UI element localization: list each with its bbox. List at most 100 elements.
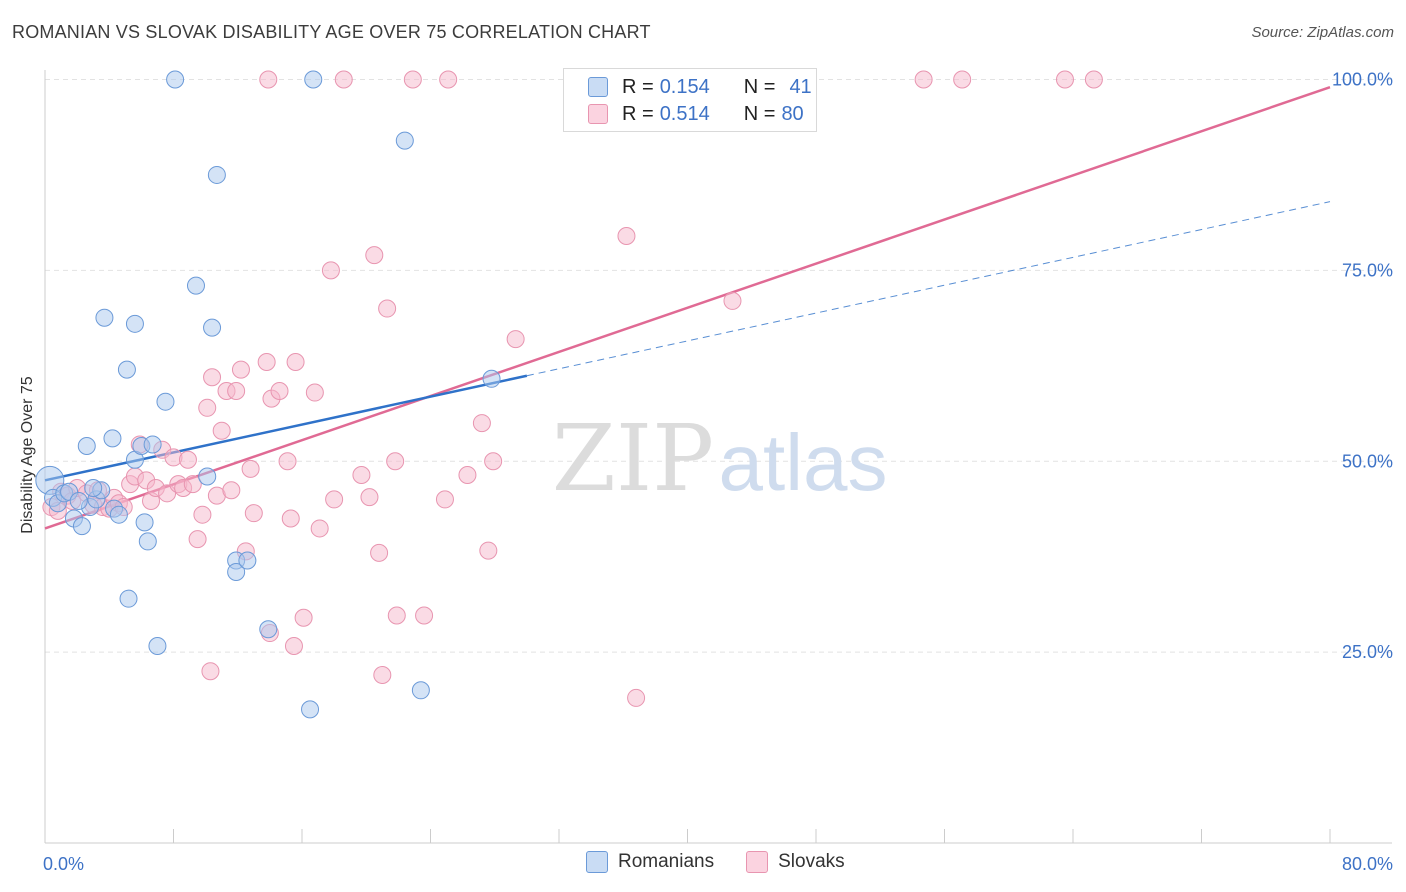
legend-n-label: N = [743,75,776,98]
data-point-romanians [203,318,222,337]
data-point-slovaks [458,465,477,484]
data-point-slovaks [403,70,422,89]
data-point-romanians [103,429,122,448]
legend-label-romanians: Romanians [618,851,715,872]
series-slovaks [42,70,1103,707]
watermark-zip: ZIP [552,405,714,512]
chart-title: ROMANIAN VS SLOVAK DISABILITY AGE OVER 7… [12,22,651,42]
data-point-slovaks [617,227,636,246]
legend-r-value: 0.154 [659,75,710,98]
data-point-slovaks [723,291,742,310]
data-point-romanians [117,360,136,379]
data-point-romanians [166,70,185,89]
y-tick-label: 100.0% [1332,70,1393,90]
data-point-slovaks [479,541,498,560]
data-point-slovaks [386,452,405,471]
legend-r-label: R = [622,102,654,125]
data-point-slovaks [953,70,972,89]
x-tick-label: 80.0% [1342,854,1393,874]
watermark: ZIP atlas [552,405,888,512]
legend-n-value: 80 [781,102,804,125]
correlation-legend: R = 0.154 N = 41 R = 0.514 N = 80 [563,68,817,132]
data-point-romanians [148,637,167,656]
data-point-romanians [84,478,103,497]
data-point-slovaks [259,70,278,89]
data-point-slovaks [284,637,303,656]
data-point-slovaks [203,368,222,387]
data-point-romanians [72,517,91,536]
trend-line-slovaks [44,85,1331,530]
data-point-romanians [119,589,138,608]
data-point-romanians [259,620,278,639]
data-point-slovaks [365,246,384,265]
data-point-romanians [77,436,96,455]
data-point-romanians [138,532,157,551]
data-point-slovaks [310,519,329,538]
data-point-romanians [186,276,205,295]
data-point-slovaks [378,299,397,318]
data-point-slovaks [506,330,525,349]
series-romanians [35,70,501,719]
data-point-romanians [227,562,246,581]
data-point-slovaks [472,414,491,433]
data-point-slovaks [241,459,260,478]
data-point-slovaks [914,70,933,89]
data-point-romanians [395,131,414,150]
data-point-slovaks [325,490,344,509]
data-point-romanians [301,700,320,719]
data-point-slovaks [373,666,392,685]
data-point-slovaks [334,70,353,89]
y-axis-label: Disability Age Over 75 [19,376,36,534]
data-point-romanians [304,70,323,89]
data-point-slovaks [193,505,212,524]
data-point-romanians [482,369,501,388]
trend-lines [44,85,1331,530]
data-point-slovaks [178,450,197,469]
data-point-romanians [411,681,430,700]
trend-line-romanians-extension [526,201,1331,377]
data-point-slovaks [360,488,379,507]
data-point-slovaks [370,543,389,562]
data-point-slovaks [231,360,250,379]
legend-label-slovaks: Slovaks [778,851,845,872]
data-point-slovaks [198,398,217,417]
data-point-slovaks [435,490,454,509]
data-point-slovaks [183,475,202,494]
y-tick-label: 75.0% [1342,260,1393,280]
data-point-slovaks [227,382,246,401]
series-legend: Romanians Slovaks [586,851,877,873]
data-point-slovaks [294,608,313,627]
y-tick-label: 25.0% [1342,642,1393,662]
data-point-romanians [95,308,114,327]
watermark-atlas: atlas [719,418,888,507]
legend-n-value: 41 [789,75,812,98]
data-point-slovaks [439,70,458,89]
data-point-slovaks [484,452,503,471]
data-point-slovaks [415,606,434,625]
data-point-slovaks [352,465,371,484]
data-point-slovaks [222,481,241,500]
y-tick-label: 50.0% [1342,451,1393,471]
source-label: Source: ZipAtlas.com [1251,24,1394,41]
trend-line-romanians [44,374,528,482]
data-point-romanians [143,435,162,454]
data-point-slovaks [1055,70,1074,89]
data-point-romanians [69,491,88,510]
legend-item-slovaks[interactable]: Slovaks [746,851,845,873]
data-point-slovaks [257,352,276,371]
data-point-romanians [207,165,226,184]
data-point-slovaks [188,530,207,549]
data-point-slovaks [270,382,289,401]
data-point-slovaks [305,383,324,402]
data-point-slovaks [387,606,406,625]
legend-item-romanians[interactable]: Romanians [586,851,714,873]
data-point-slovaks [1084,70,1103,89]
tick-labels: 25.0% 50.0% 75.0% 100.0% 0.0% 80.0% [43,70,1393,875]
legend-r-label: R = [622,75,654,98]
legend-swatch-slovaks [746,851,769,873]
data-point-slovaks [321,261,340,280]
data-point-slovaks [627,688,646,707]
data-point-slovaks [212,421,231,440]
legend-row-slovaks: R = 0.514 N = 80 [588,101,804,127]
